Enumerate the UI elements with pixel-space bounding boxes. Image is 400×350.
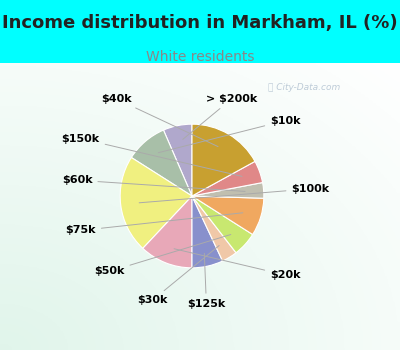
Text: $20k: $20k [174, 249, 301, 280]
Wedge shape [192, 196, 236, 261]
Text: ⓘ City-Data.com: ⓘ City-Data.com [268, 83, 340, 92]
Wedge shape [143, 196, 192, 268]
Wedge shape [192, 183, 264, 198]
Text: $10k: $10k [158, 116, 301, 153]
Text: $100k: $100k [139, 184, 330, 203]
Wedge shape [192, 124, 255, 196]
Text: $60k: $60k [62, 175, 245, 191]
Text: $75k: $75k [65, 213, 243, 236]
Wedge shape [192, 196, 253, 253]
Text: $40k: $40k [101, 94, 218, 147]
Wedge shape [192, 196, 264, 235]
Wedge shape [192, 161, 262, 196]
Text: $50k: $50k [94, 234, 231, 276]
Wedge shape [131, 130, 192, 196]
Wedge shape [120, 158, 192, 248]
Text: $125k: $125k [187, 253, 226, 309]
Text: Income distribution in Markham, IL (%): Income distribution in Markham, IL (%) [2, 14, 398, 32]
Wedge shape [164, 124, 192, 196]
Wedge shape [192, 196, 222, 268]
Text: $150k: $150k [62, 134, 242, 176]
Text: $30k: $30k [137, 246, 219, 305]
Text: White residents: White residents [146, 50, 254, 64]
Text: > $200k: > $200k [183, 94, 257, 139]
